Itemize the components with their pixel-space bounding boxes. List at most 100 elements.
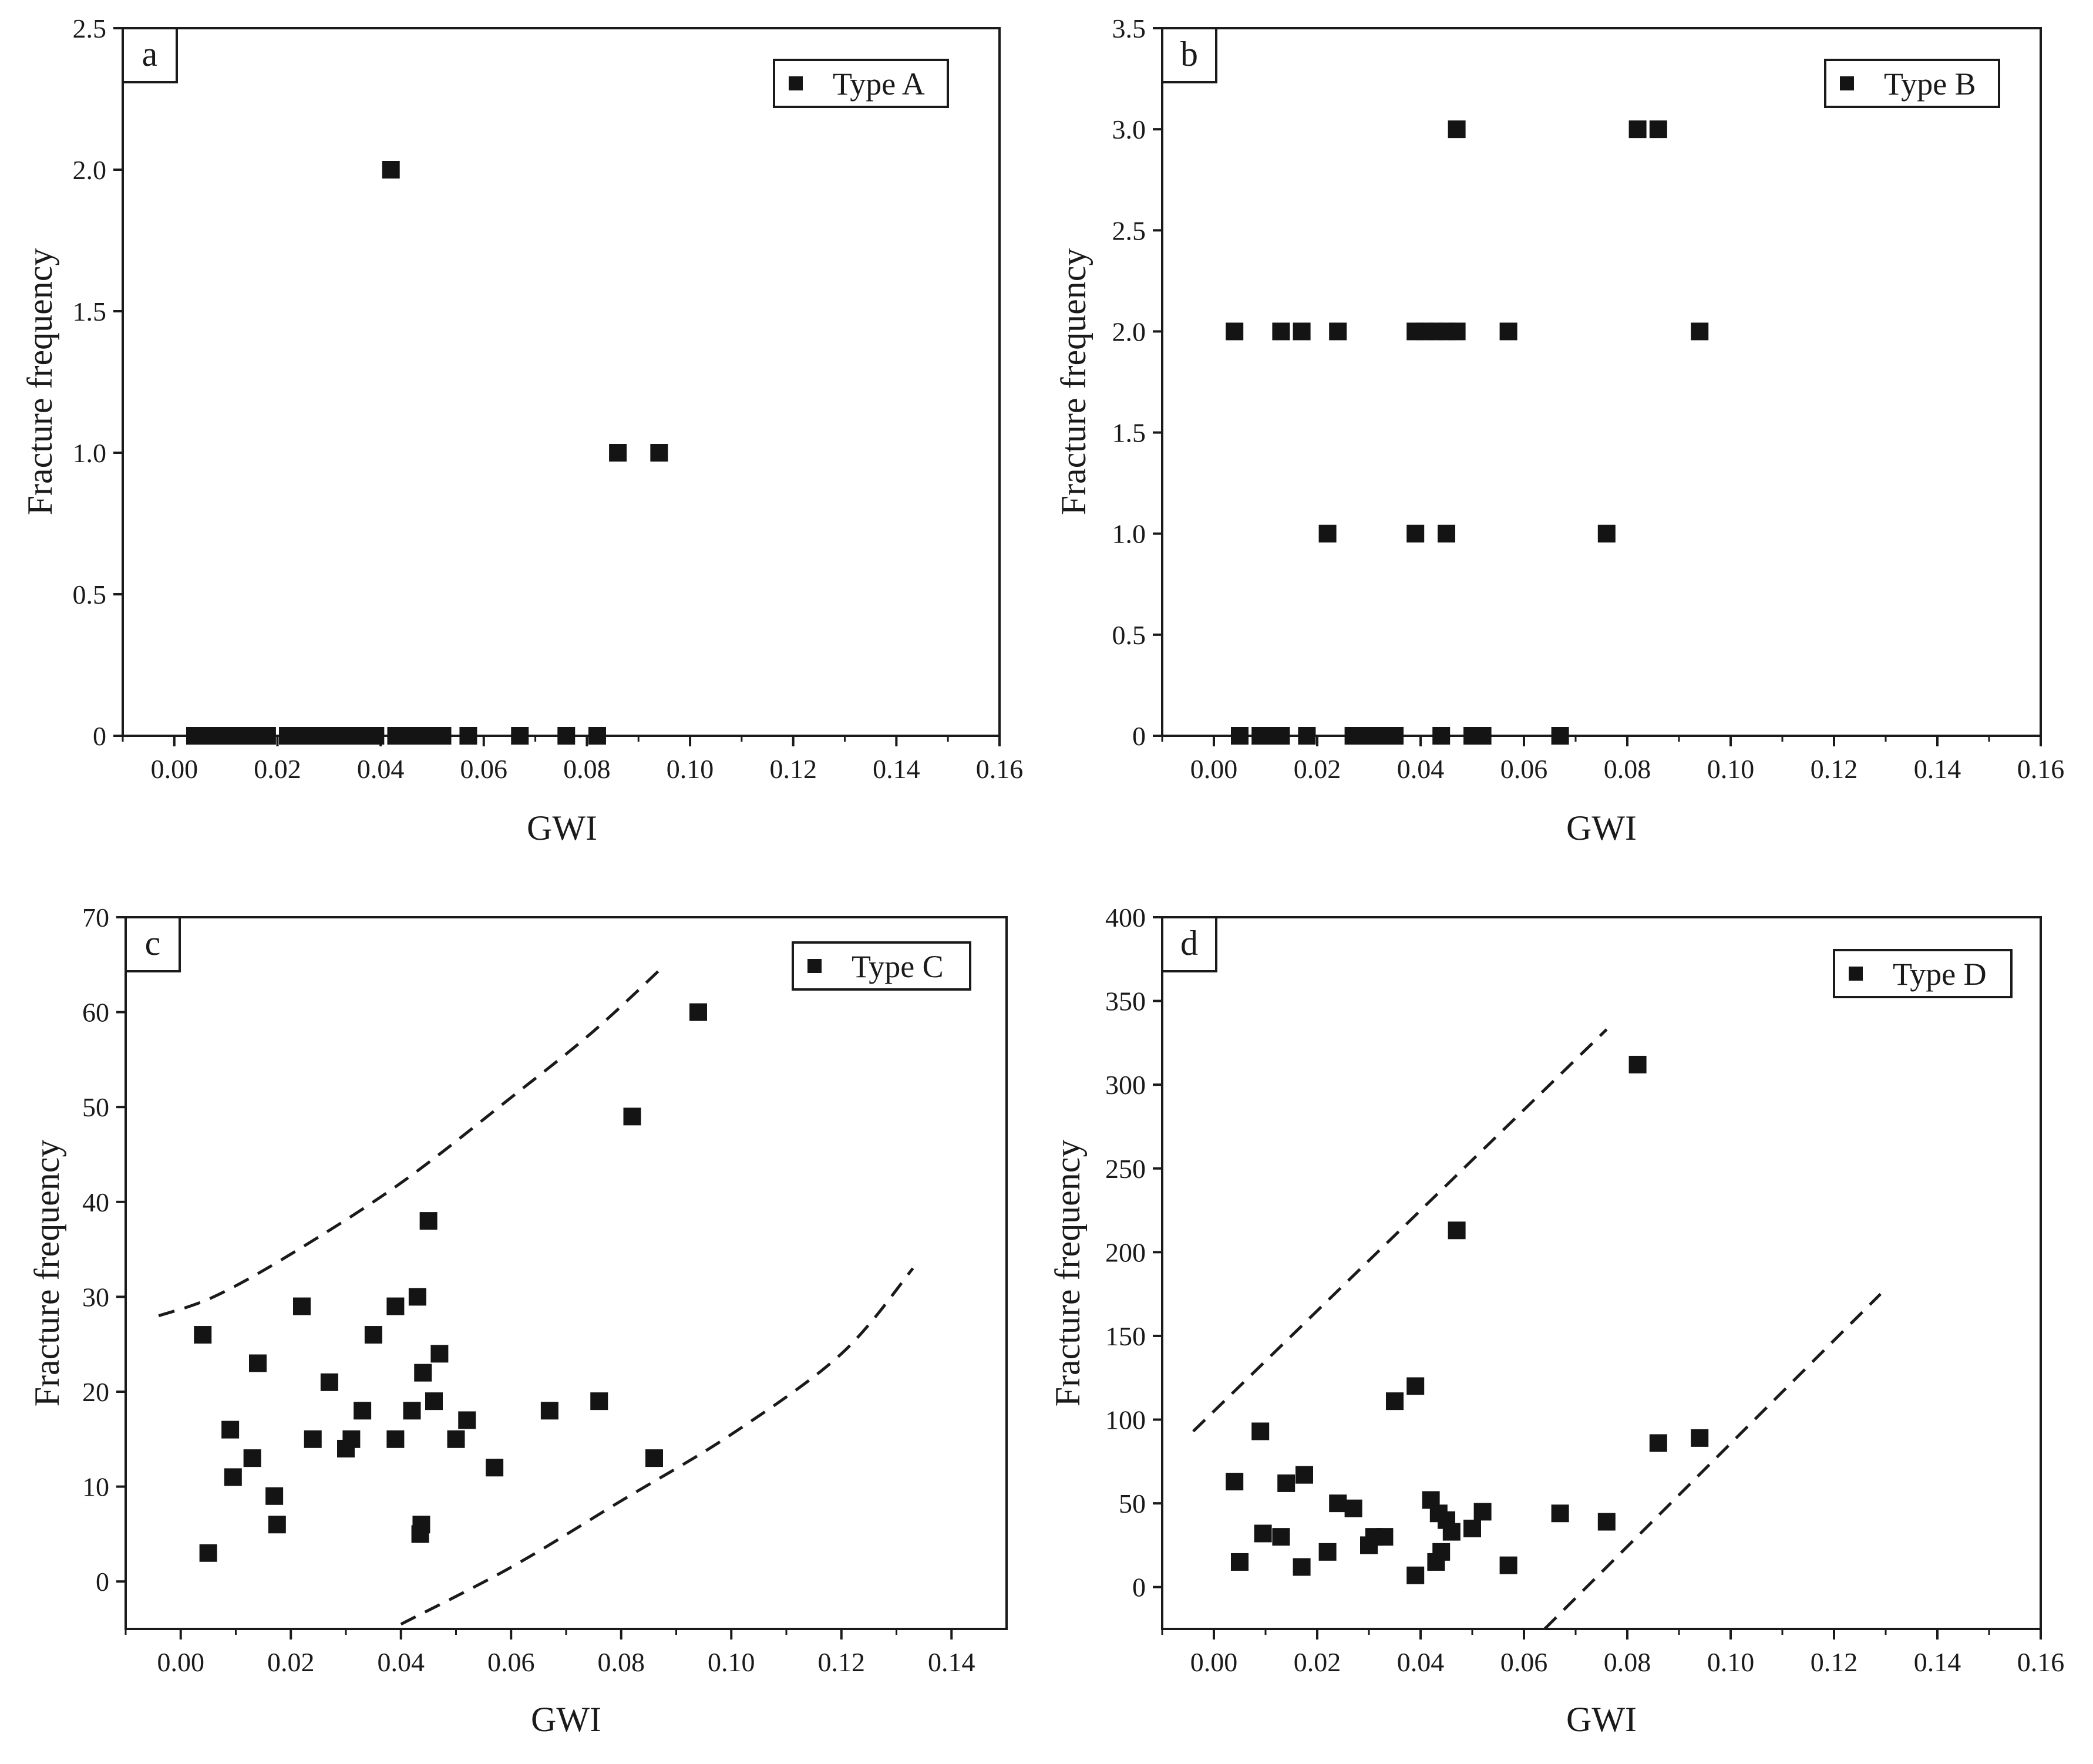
x-tick-label: 0.04 <box>357 754 405 784</box>
data-point <box>419 1212 438 1230</box>
data-point <box>1448 1221 1466 1240</box>
y-tick-label: 2.5 <box>1112 216 1146 245</box>
legend-box <box>792 941 971 991</box>
y-tick-label: 1.0 <box>1112 519 1146 549</box>
data-point <box>1295 1466 1313 1484</box>
panel-letter: b <box>1180 35 1198 73</box>
x-tick-label: 0.08 <box>563 754 611 784</box>
y-axis-ticks: 0 10 20 30 40 50 60 70 <box>82 903 126 1597</box>
data-point <box>366 727 385 745</box>
y-tick-label: 2.0 <box>73 155 107 185</box>
data-point <box>221 1420 240 1439</box>
trend-envelope-line <box>1543 1292 1882 1630</box>
data-point <box>1473 727 1492 745</box>
data-point <box>623 1107 641 1126</box>
data-point <box>354 1402 372 1420</box>
y-tick-label: 300 <box>1105 1070 1146 1100</box>
y-tick-label: 70 <box>82 903 109 933</box>
data-point <box>540 1402 558 1420</box>
panel-a: 0.00 0.02 0.04 0.06 0.08 0.10 0.12 0.14 0.16 0 0.… <box>21 14 1023 847</box>
x-axis-ticks: 0.00 0.02 0.04 0.06 0.08 0.10 0.12 0.14 0.16 <box>122 736 1023 784</box>
data-point <box>1375 1528 1394 1546</box>
data-point <box>425 1392 443 1410</box>
data-point <box>386 1297 405 1315</box>
y-tick-label: 10 <box>82 1472 109 1502</box>
data-point <box>265 1487 284 1505</box>
data-point <box>511 727 529 745</box>
legend-label: Type B <box>1884 66 1976 102</box>
data-point <box>346 727 364 745</box>
panel-c: 0.00 0.02 0.04 0.06 0.08 0.10 0.12 0.14 0 10 20 30… <box>28 903 1008 1739</box>
data-point <box>557 727 576 745</box>
data-point <box>194 1326 212 1344</box>
data-point <box>199 1544 217 1562</box>
y-tick-label: 2.0 <box>1112 317 1146 346</box>
data-points <box>194 1003 707 1562</box>
x-tick-label: 0.16 <box>2017 1647 2065 1677</box>
panel-letter-box <box>1161 27 1217 83</box>
data-point <box>408 1288 426 1306</box>
data-point <box>386 1430 405 1448</box>
data-point <box>1551 727 1569 745</box>
y-tick-label: 0 <box>93 721 106 751</box>
x-tick-label: 0.14 <box>873 754 920 784</box>
legend-label: Type A <box>833 66 925 102</box>
legend-label: Type D <box>1893 957 1987 992</box>
y-tick-label: 200 <box>1105 1237 1146 1267</box>
panel-letter: a <box>142 35 158 73</box>
data-point <box>243 1449 261 1467</box>
x-tick-label: 0.10 <box>1707 1647 1755 1677</box>
y-tick-label: 0 <box>1132 1573 1146 1603</box>
x-tick-label: 0.12 <box>818 1647 866 1677</box>
data-point <box>1463 1519 1481 1537</box>
legend-box <box>773 59 949 108</box>
data-points <box>1226 1055 1709 1584</box>
data-point <box>486 1459 504 1477</box>
x-tick-label: 0.02 <box>254 754 301 784</box>
y-tick-label: 20 <box>82 1377 109 1407</box>
x-tick-label: 0.14 <box>1914 754 1961 784</box>
plot-frame <box>122 27 1001 737</box>
legend-marker <box>1849 967 1863 981</box>
y-tick-label: 0 <box>96 1567 109 1597</box>
data-point <box>382 161 400 179</box>
data-points <box>186 161 668 745</box>
x-tick-label: 0.00 <box>157 1647 205 1677</box>
x-tick-label: 0.06 <box>487 1647 535 1677</box>
y-axis-title: Fracture frequency <box>21 248 59 516</box>
legend-marker <box>1840 76 1854 90</box>
data-point <box>304 1430 322 1448</box>
y-tick-label: 1.5 <box>1112 418 1146 448</box>
x-tick-label: 0.00 <box>151 754 198 784</box>
y-axis-title: Fracture frequency <box>1054 248 1093 516</box>
data-point <box>1329 1494 1347 1513</box>
y-tick-label: 400 <box>1105 903 1146 933</box>
legend-label: Type C <box>852 949 944 984</box>
x-tick-label: 0.10 <box>667 754 714 784</box>
data-point <box>689 1003 707 1021</box>
data-point <box>1254 1524 1272 1543</box>
legend-marker <box>807 959 822 973</box>
data-point <box>1318 524 1337 543</box>
x-tick-label: 0.08 <box>1604 1647 1651 1677</box>
y-tick-label: 40 <box>82 1187 109 1217</box>
data-point <box>1231 727 1249 745</box>
data-point <box>342 1430 361 1448</box>
data-point <box>258 727 276 745</box>
data-point <box>408 727 426 745</box>
data-point <box>196 727 214 745</box>
data-point <box>1251 1422 1270 1440</box>
x-tick-label: 0.04 <box>1397 754 1445 784</box>
data-point <box>1499 1556 1517 1574</box>
data-point <box>430 1345 449 1363</box>
envelope-layer <box>158 963 914 1626</box>
y-axis-title: Fracture frequency <box>28 1140 66 1407</box>
y-axis-ticks: 0 0.5 1.0 1.5 2.0 2.5 3.0 3.5 <box>1112 14 1162 751</box>
data-point <box>1691 322 1709 341</box>
data-point <box>1649 1434 1667 1452</box>
data-point <box>1272 322 1290 341</box>
data-point <box>1406 524 1425 543</box>
x-tick-label: 0.08 <box>598 1647 645 1677</box>
x-tick-label: 0.08 <box>1604 754 1651 784</box>
legend: Type B <box>1824 59 2000 108</box>
